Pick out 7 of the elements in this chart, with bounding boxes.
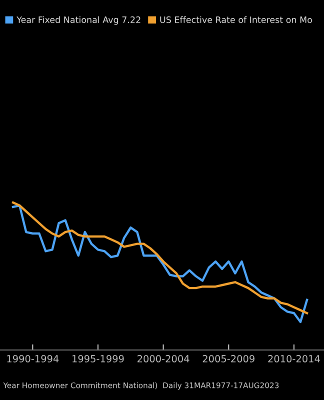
x-tick-label: 1995-1999	[72, 355, 124, 362]
x-tick-label: 1990-1994	[7, 355, 59, 362]
x-tick-label: 2005-2009	[202, 355, 254, 362]
legend-label: Year Fixed National Avg 7.22	[16, 16, 140, 25]
x-tick-label: 2000-2004	[138, 355, 190, 362]
legend-label: US Effective Rate of Interest on Mo	[160, 16, 312, 24]
x-tick-label: 2010-2014	[268, 355, 320, 362]
